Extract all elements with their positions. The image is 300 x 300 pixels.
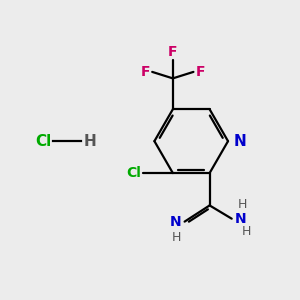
Text: H: H <box>84 134 97 149</box>
Text: Cl: Cl <box>126 166 141 180</box>
Text: F: F <box>196 65 205 79</box>
Text: N: N <box>233 134 246 149</box>
Text: H: H <box>172 231 181 244</box>
Text: H: H <box>242 225 251 238</box>
Text: F: F <box>168 45 178 58</box>
Text: F: F <box>140 65 150 79</box>
Text: Cl: Cl <box>35 134 51 149</box>
Text: N: N <box>235 212 246 226</box>
Text: N: N <box>170 214 182 229</box>
Text: H: H <box>238 198 248 211</box>
